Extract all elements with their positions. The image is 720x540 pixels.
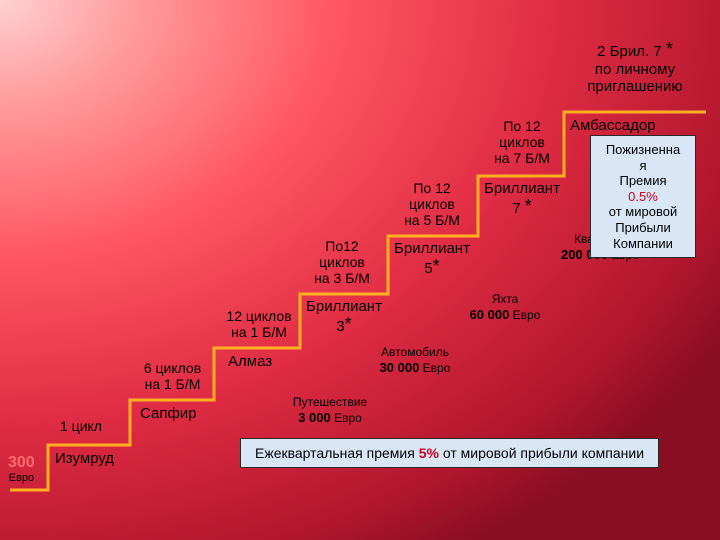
reward-yacht: Яхта 60 000 Евро (455, 292, 555, 323)
entry-cost-number: 300 (8, 454, 35, 472)
reward-travel: Путешествие 3 000 Евро (280, 395, 380, 426)
req-5: По 12цикловна 5 Б/М (392, 180, 472, 228)
rank-almaz: Алмаз (228, 353, 272, 370)
quarterly-bonus-box: Ежеквартальная премия 5% от мировой приб… (240, 438, 659, 468)
entry-cost-unit: Евро (8, 472, 35, 484)
quarterly-post: от мировой прибыли компании (439, 445, 644, 461)
rank-brilliant-7: Бриллиант 7 * (478, 180, 566, 218)
star-icon: * (433, 256, 440, 276)
req-7: 2 Брил. 7 * по личномуприглашению (570, 40, 700, 95)
rank-brilliant-5: Бриллиант 5* (388, 240, 476, 278)
star-icon: * (345, 314, 352, 334)
entry-cost: 300 Евро (8, 454, 35, 484)
req-2: 6 цикловна 1 Б/М (130, 360, 215, 392)
star-icon: * (525, 196, 532, 216)
rank-sapfir: Сапфир (140, 405, 197, 422)
rank-izumrud: Изумруд (55, 450, 114, 467)
quarterly-pre: Ежеквартальная премия (255, 445, 419, 461)
req-1: 1 цикл (60, 418, 102, 434)
rank-brilliant-3: Бриллиант 3* (300, 298, 388, 336)
quarterly-pct: 5% (419, 445, 439, 461)
req-3: 12 цикловна 1 Б/М (214, 308, 304, 340)
rank-ambassador: Амбассадор (570, 117, 656, 134)
star-icon: * (666, 39, 673, 59)
lifetime-bonus-box: Пожизненна я Премия 0.5% от мировой Приб… (590, 135, 696, 258)
req-6: По 12цикловна 7 Б/М (482, 118, 562, 166)
reward-car: Автомобиль 30 000 Евро (365, 345, 465, 376)
req-4: По12цикловна 3 Б/М (302, 238, 382, 286)
